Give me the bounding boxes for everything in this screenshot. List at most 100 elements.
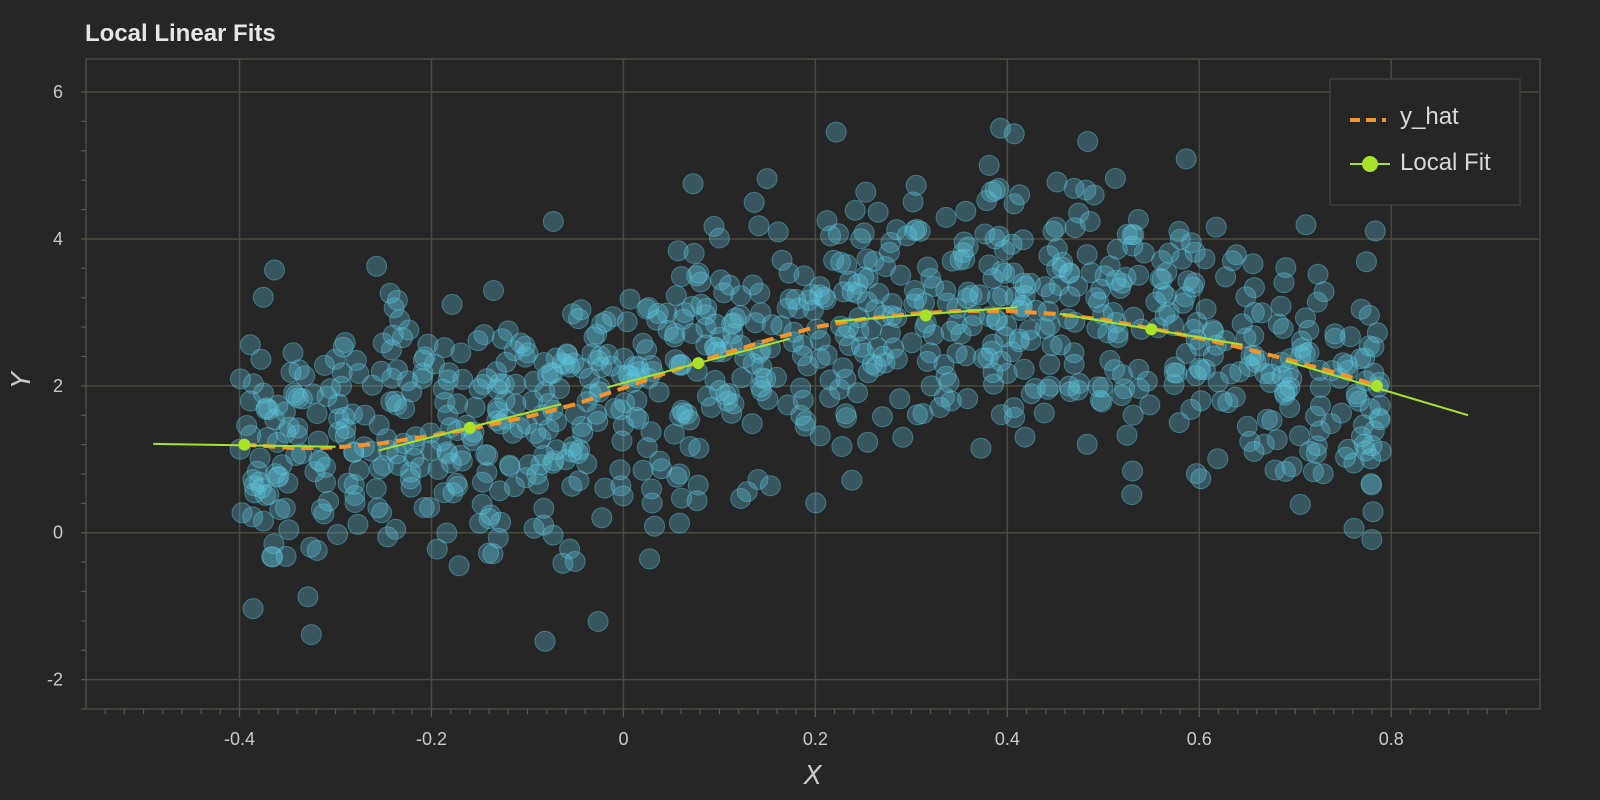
scatter-point bbox=[583, 326, 605, 348]
scatter-point bbox=[1243, 302, 1265, 323]
scatter-point bbox=[681, 323, 703, 344]
legend-box bbox=[1329, 78, 1521, 206]
scatter-point bbox=[610, 475, 632, 497]
scatter-point bbox=[1180, 398, 1202, 420]
scatter-point bbox=[542, 524, 564, 546]
scatter-point bbox=[487, 397, 509, 419]
scatter-point bbox=[625, 406, 647, 428]
scatter-point bbox=[600, 355, 622, 377]
scatter-point bbox=[1109, 277, 1131, 299]
scatter-point bbox=[879, 322, 901, 344]
scatter-point bbox=[816, 344, 838, 366]
scatter-point bbox=[612, 415, 634, 436]
scatter-point bbox=[969, 284, 991, 306]
scatter-point bbox=[1264, 459, 1286, 481]
scatter-point bbox=[1231, 313, 1253, 335]
scatter-point bbox=[1254, 363, 1276, 384]
scatter-point bbox=[940, 390, 962, 412]
scatter-point bbox=[853, 222, 875, 244]
scatter-point bbox=[417, 333, 439, 355]
scatter-point bbox=[957, 388, 979, 410]
scatter-point bbox=[744, 312, 766, 334]
scatter-point bbox=[671, 399, 693, 421]
scatter-point bbox=[1194, 359, 1216, 381]
scatter-point bbox=[823, 249, 845, 271]
scatter-point bbox=[805, 492, 827, 514]
scatter-point bbox=[1295, 214, 1317, 236]
scatter-point bbox=[534, 381, 556, 402]
scatter-point bbox=[275, 545, 297, 567]
scatter-point bbox=[881, 293, 903, 314]
scatter-point bbox=[632, 459, 654, 481]
scatter-point bbox=[256, 397, 278, 419]
scatter-point bbox=[982, 362, 1004, 383]
scatter-point bbox=[433, 482, 455, 504]
scatter-point bbox=[1205, 216, 1227, 238]
scatter-point bbox=[386, 443, 408, 465]
scatter-point bbox=[991, 260, 1013, 282]
scatter-point bbox=[534, 630, 556, 652]
scatter-point bbox=[1139, 394, 1161, 416]
scatter-point bbox=[530, 428, 552, 449]
scatter-point bbox=[1058, 263, 1080, 284]
scatter-point bbox=[1220, 363, 1242, 385]
scatter-point bbox=[1276, 380, 1298, 402]
scatter-point bbox=[413, 497, 435, 518]
scatter-point bbox=[1271, 365, 1293, 387]
scatter-point bbox=[639, 548, 661, 570]
scatter-point bbox=[1291, 330, 1313, 352]
scatter-point bbox=[988, 225, 1010, 247]
scatter-point bbox=[1320, 413, 1342, 435]
scatter-point bbox=[242, 506, 264, 528]
scatter-point bbox=[591, 507, 613, 529]
scatter-point bbox=[365, 478, 387, 500]
scatter-point bbox=[1306, 291, 1328, 313]
scatter-point bbox=[636, 298, 658, 320]
scatter-point bbox=[857, 362, 879, 384]
scatter-point bbox=[533, 497, 555, 519]
scatter-point bbox=[576, 453, 598, 475]
scatter-point bbox=[809, 347, 831, 369]
scatter-point bbox=[1366, 322, 1388, 344]
scatter-point bbox=[438, 362, 460, 384]
scatter-point bbox=[505, 373, 527, 395]
scatter-point bbox=[983, 373, 1005, 395]
scatter-point bbox=[878, 241, 900, 263]
scatter-point bbox=[1324, 323, 1346, 345]
scatter-point bbox=[636, 437, 658, 459]
scatter-point bbox=[581, 343, 603, 365]
scatter-point bbox=[491, 328, 513, 350]
scatter-point bbox=[1171, 248, 1193, 270]
scatter-point bbox=[664, 322, 686, 344]
local-fit-marker bbox=[919, 309, 932, 322]
scatter-point bbox=[857, 267, 879, 289]
scatter-point bbox=[1358, 304, 1380, 326]
scatter-point bbox=[719, 274, 740, 296]
scatter-point bbox=[533, 514, 555, 536]
scatter-point bbox=[1128, 378, 1150, 399]
y-tick-label: 2 bbox=[53, 376, 63, 396]
scatter-point bbox=[316, 386, 338, 407]
scatter-point bbox=[1089, 389, 1111, 411]
scatter-point bbox=[1174, 286, 1196, 308]
scatter-point bbox=[486, 361, 507, 383]
scatter-point bbox=[798, 289, 820, 311]
scatter-point bbox=[793, 265, 815, 287]
scatter-point bbox=[1145, 291, 1167, 313]
scatter-point bbox=[1115, 266, 1137, 288]
scatter-point bbox=[451, 450, 473, 472]
scatter-point bbox=[516, 413, 538, 435]
scatter-point bbox=[306, 403, 328, 424]
scatter-point bbox=[436, 443, 458, 465]
scatter-point bbox=[396, 370, 418, 392]
scatter-point bbox=[476, 462, 498, 483]
scatter-point bbox=[713, 282, 735, 304]
scatter-point bbox=[1175, 148, 1197, 170]
scatter-point bbox=[302, 383, 324, 405]
scatter-point bbox=[450, 444, 472, 466]
scatter-point bbox=[1361, 529, 1383, 550]
scatter-point bbox=[709, 380, 731, 401]
scatter-point bbox=[920, 375, 942, 397]
scatter-point bbox=[836, 254, 858, 275]
scatter-point bbox=[1309, 376, 1331, 398]
